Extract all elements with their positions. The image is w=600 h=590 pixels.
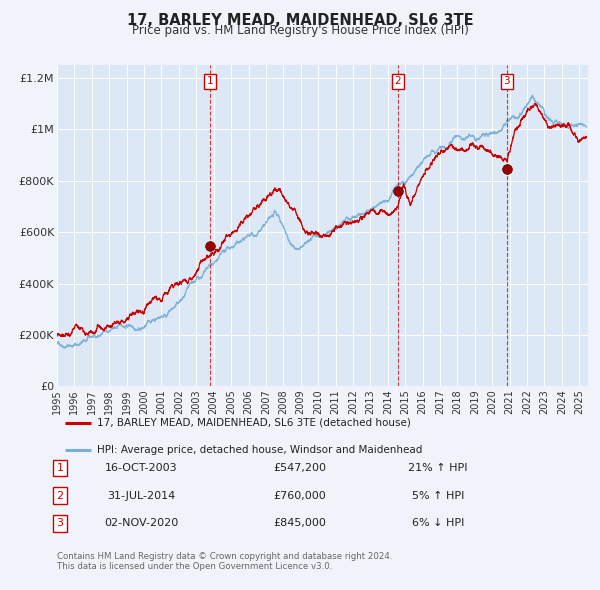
Text: 3: 3 xyxy=(56,519,64,528)
Text: 02-NOV-2020: 02-NOV-2020 xyxy=(104,519,178,528)
Text: £760,000: £760,000 xyxy=(274,491,326,500)
Text: £845,000: £845,000 xyxy=(274,519,326,528)
Text: Contains HM Land Registry data © Crown copyright and database right 2024.: Contains HM Land Registry data © Crown c… xyxy=(57,552,392,562)
Text: HPI: Average price, detached house, Windsor and Maidenhead: HPI: Average price, detached house, Wind… xyxy=(97,445,422,455)
Text: 2: 2 xyxy=(395,76,401,86)
Text: 31-JUL-2014: 31-JUL-2014 xyxy=(107,491,175,500)
Text: £547,200: £547,200 xyxy=(274,463,326,473)
Text: 3: 3 xyxy=(503,76,510,86)
Text: 6% ↓ HPI: 6% ↓ HPI xyxy=(412,519,464,528)
Text: Price paid vs. HM Land Registry's House Price Index (HPI): Price paid vs. HM Land Registry's House … xyxy=(131,24,469,37)
Text: 16-OCT-2003: 16-OCT-2003 xyxy=(104,463,178,473)
Text: 5% ↑ HPI: 5% ↑ HPI xyxy=(412,491,464,500)
Text: 1: 1 xyxy=(56,463,64,473)
Text: 17, BARLEY MEAD, MAIDENHEAD, SL6 3TE: 17, BARLEY MEAD, MAIDENHEAD, SL6 3TE xyxy=(127,13,473,28)
Text: 17, BARLEY MEAD, MAIDENHEAD, SL6 3TE (detached house): 17, BARLEY MEAD, MAIDENHEAD, SL6 3TE (de… xyxy=(97,418,410,428)
Text: 1: 1 xyxy=(207,76,214,86)
Text: 21% ↑ HPI: 21% ↑ HPI xyxy=(408,463,468,473)
Text: 2: 2 xyxy=(56,491,64,500)
Text: This data is licensed under the Open Government Licence v3.0.: This data is licensed under the Open Gov… xyxy=(57,562,332,571)
